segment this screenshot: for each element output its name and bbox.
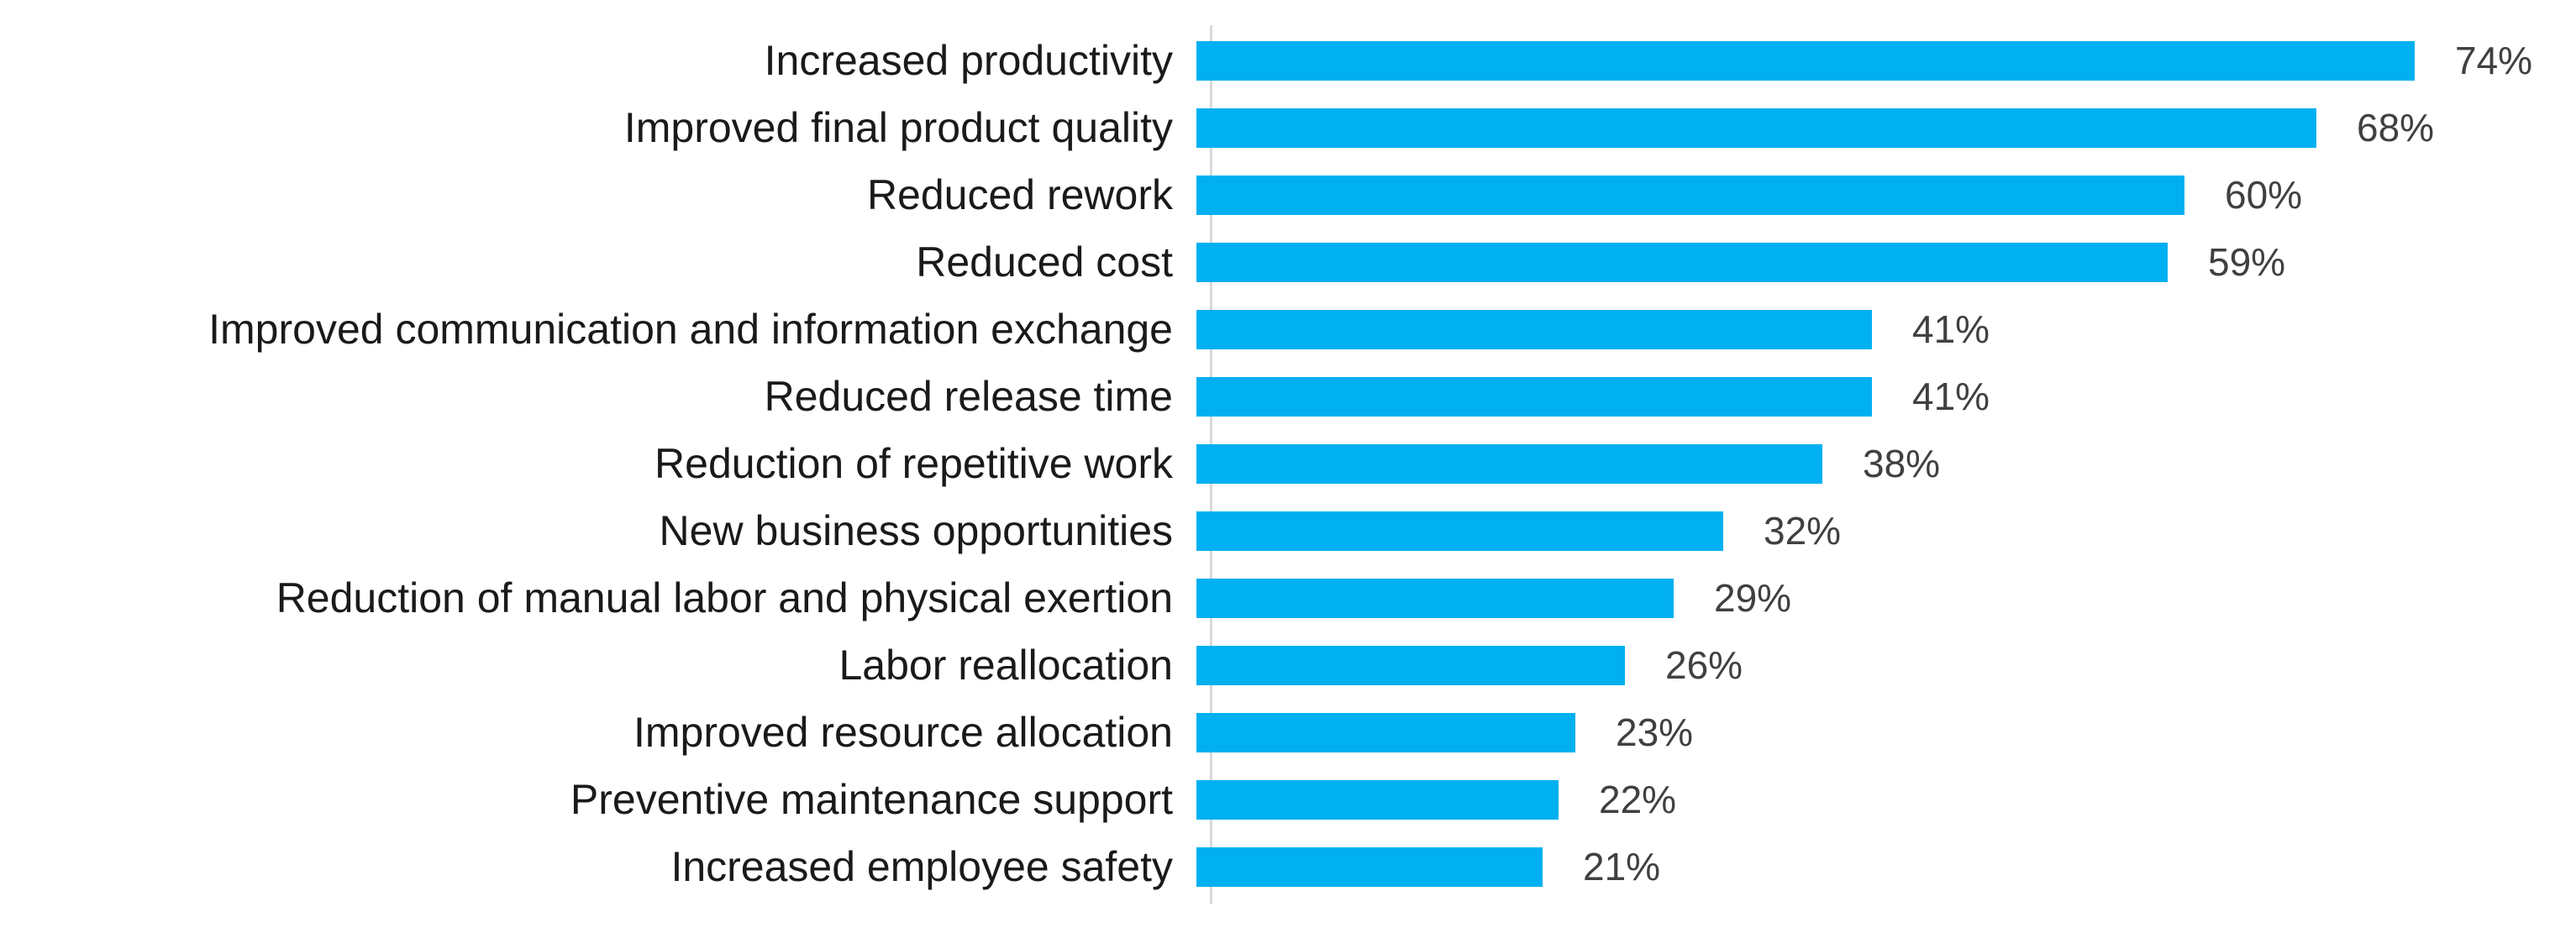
value-label: 68% [2357,106,2435,149]
bar-area: 26% [1191,632,2576,699]
bar [1196,40,2415,81]
value-label: 41% [1912,375,1990,418]
value-label: 32% [1764,509,1842,553]
category-label: Improved resource allocation [633,709,1173,756]
value-label: 22% [1599,778,1677,821]
category-label: New business opportunities [659,507,1173,554]
bar [1196,443,1822,484]
chart-row: Labor reallocation 26% [0,632,2576,699]
chart-row: Increased productivity 74% [0,27,2576,94]
category-label: Reduction of manual labor and physical e… [276,574,1173,621]
category-label: Reduction of repetitive work [655,440,1173,487]
bar [1196,107,2316,148]
value-label: 60% [2225,173,2303,217]
bar [1196,847,1543,887]
chart-row: New business opportunities 32% [0,497,2576,564]
bar-area: 59% [1191,228,2576,296]
value-label: 21% [1583,845,1661,888]
bar-area: 41% [1191,363,2576,430]
bar [1196,712,1575,752]
value-label: 23% [1616,710,1694,754]
chart-row: Improved communication and information e… [0,296,2576,363]
bar-area: 74% [1191,27,2576,94]
bar [1196,578,1674,618]
bar-area: 68% [1191,94,2576,161]
bar-area: 21% [1191,833,2576,900]
category-label: Preventive maintenance support [570,776,1173,823]
bar [1196,242,2168,282]
chart-rows: Increased productivity 74% Improved fina… [0,27,2576,900]
value-label: 41% [1912,307,1990,351]
value-label: 74% [2455,39,2533,82]
bar-area: 38% [1191,430,2576,497]
category-label: Reduced cost [916,238,1173,286]
bar-area: 23% [1191,699,2576,766]
bar [1196,376,1872,417]
value-label: 29% [1714,576,1792,620]
category-label: Reduced rework [866,171,1173,218]
bar-area: 29% [1191,564,2576,632]
category-label: Reduced release time [764,373,1173,420]
bar [1196,175,2184,215]
chart-row: Improved final product quality 68% [0,94,2576,161]
chart-row: Reduced cost 59% [0,228,2576,296]
category-label: Improved communication and information e… [208,306,1173,353]
category-label: Labor reallocation [839,642,1174,689]
bar-area: 41% [1191,296,2576,363]
chart-row: Reduction of repetitive work 38% [0,430,2576,497]
category-label: Improved final product quality [623,104,1173,151]
category-label: Increased productivity [764,37,1173,84]
category-label: Increased employee safety [670,843,1173,890]
chart-row: Reduced release time 41% [0,363,2576,430]
chart-row: Reduction of manual labor and physical e… [0,564,2576,632]
bar [1196,511,1723,551]
bar-area: 60% [1191,161,2576,228]
bar [1196,309,1872,349]
bar [1196,779,1559,820]
bar-area: 32% [1191,497,2576,564]
bar-area: 22% [1191,766,2576,833]
value-label: 26% [1665,643,1743,687]
value-label: 38% [1863,442,1941,485]
chart-row: Improved resource allocation 23% [0,699,2576,766]
chart-row: Preventive maintenance support 22% [0,766,2576,833]
chart-row: Reduced rework 60% [0,161,2576,228]
bar [1196,645,1625,685]
value-label: 59% [2208,240,2286,284]
chart-row: Increased employee safety 21% [0,833,2576,900]
